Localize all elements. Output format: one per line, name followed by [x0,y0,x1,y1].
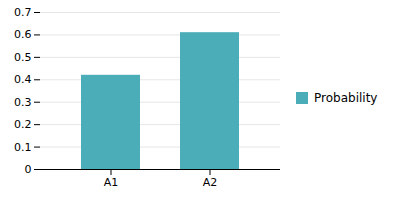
svg-text:A2: A2 [203,176,218,189]
svg-text:0.5: 0.5 [14,51,32,64]
svg-text:0.1: 0.1 [14,141,32,154]
svg-text:0.6: 0.6 [14,28,32,41]
svg-text:0: 0 [25,163,32,176]
svg-text:0.4: 0.4 [14,73,32,86]
html-text:Probability: Probability [314,90,378,105]
svg-text:0.2: 0.2 [14,118,32,131]
svg-text:A1: A1 [104,176,119,189]
svg-text:0.3: 0.3 [14,96,32,109]
svg-text:0.7: 0.7 [14,6,32,19]
